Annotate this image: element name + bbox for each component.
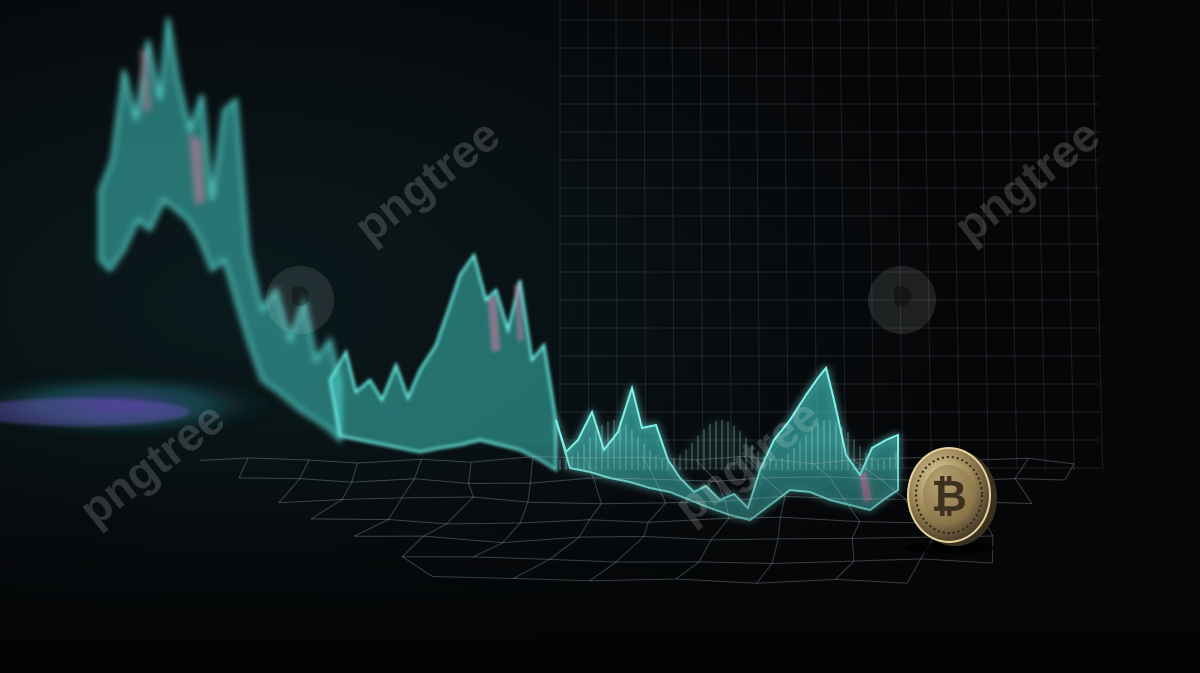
bitcoin-coin: ₿ [904, 447, 997, 554]
bitcoin-icon: ₿ [931, 471, 967, 522]
pngtree-logo-icon [868, 266, 936, 334]
light-swirl-inner [0, 398, 190, 426]
pngtree-logo-icon [266, 266, 334, 334]
floor [0, 440, 1200, 673]
